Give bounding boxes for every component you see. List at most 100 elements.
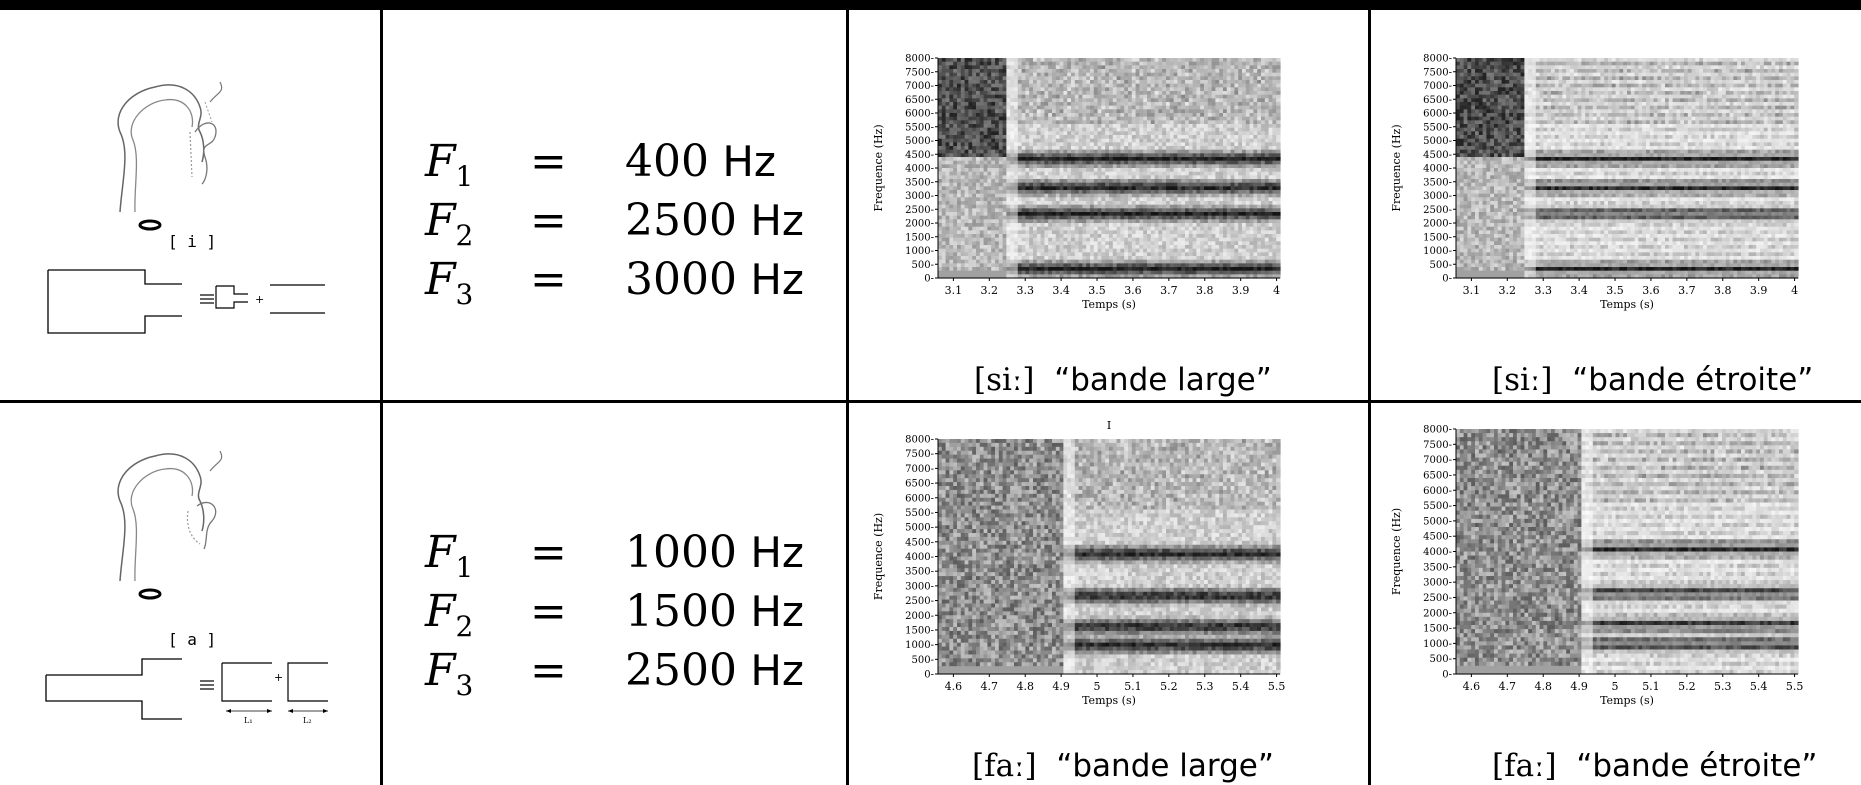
- x-tick-label: 5.2: [1678, 680, 1696, 693]
- y-tick-label: 8000-: [905, 54, 934, 65]
- y-tick-label: 0-: [1442, 274, 1452, 285]
- x-tick-label: 3.6: [1124, 284, 1142, 297]
- y-tick-label: 500-: [912, 260, 934, 271]
- y-tick-label: 500-: [1430, 654, 1452, 665]
- formant-value: 400 Hz: [625, 132, 776, 191]
- y-tick-label: 3000-: [905, 581, 934, 592]
- y-tick-label: 6500-: [905, 479, 934, 490]
- y-tick-label: 3500-: [1423, 177, 1452, 188]
- y-tick-label: 7500-: [1423, 440, 1452, 451]
- x-axis-label: Temps (s): [1600, 694, 1654, 707]
- x-tick-label: 3.8: [1714, 284, 1732, 297]
- y-tick-label: 1500-: [1423, 232, 1452, 243]
- spectrogram-wide-band: I8000-7500-7000-6500-6000-5500-5000-4500…: [872, 419, 1285, 707]
- svg-text:+: +: [255, 293, 264, 306]
- equals-sign: =: [530, 250, 567, 309]
- y-tick-label: 2000-: [905, 611, 934, 622]
- vocal-tract-diagram: [117, 450, 223, 600]
- y-tick-label: 1000-: [905, 246, 934, 257]
- y-tick-label: 500-: [912, 655, 934, 666]
- x-tick-label: 5.4: [1750, 680, 1768, 693]
- y-tick-label: 5000-: [1423, 516, 1452, 527]
- formant-value: 1500 Hz: [625, 582, 804, 641]
- x-tick-label: 4: [1273, 284, 1280, 297]
- spectrogram-texture: [938, 58, 1281, 279]
- x-tick-label: 4.9: [1570, 680, 1588, 693]
- y-tick-label: 5000-: [905, 136, 934, 147]
- spectrogram-caption: [siː] “bande large”: [974, 362, 1272, 398]
- y-tick-label: 8000-: [905, 435, 934, 446]
- x-tick-label: 5: [1094, 680, 1101, 693]
- y-tick-label: 7000-: [1423, 455, 1452, 466]
- spectrogram-caption: [faː] “bande large”: [972, 748, 1274, 784]
- equals-sign: =: [530, 523, 567, 582]
- y-tick-label: 0-: [924, 274, 934, 285]
- equals-sign: =: [530, 191, 567, 250]
- table-top-rule: [0, 0, 1861, 10]
- x-tick-label: 3.1: [1463, 284, 1481, 297]
- y-tick-label: 1000-: [1423, 639, 1452, 650]
- y-tick-label: 5000-: [1423, 136, 1452, 147]
- y-tick-label: 1500-: [905, 232, 934, 243]
- x-tick-label: 3.5: [1088, 284, 1106, 297]
- y-axis-label: Frequence (Hz): [872, 513, 885, 600]
- y-tick-label: 4000-: [905, 552, 934, 563]
- y-tick-label: 6000-: [1423, 109, 1452, 120]
- x-tick-label: 4.7: [981, 680, 999, 693]
- x-tick-label: 4.8: [1534, 680, 1552, 693]
- spectrogram-caption: [faː] “bande étroite”: [1492, 748, 1817, 784]
- formant-symbol: F2: [425, 191, 473, 265]
- y-tick-label: 3000-: [1423, 191, 1452, 202]
- y-tick-label: 5500-: [905, 122, 934, 133]
- table-row-separator: [0, 400, 1861, 403]
- y-tick-label: 2000-: [1423, 608, 1452, 619]
- formant-symbol: F1: [425, 523, 473, 597]
- formant-value: 3000 Hz: [625, 250, 804, 309]
- y-tick-label: 1500-: [1423, 624, 1452, 635]
- y-tick-label: 8000-: [1423, 54, 1452, 65]
- y-tick-label: 6000-: [905, 109, 934, 120]
- y-tick-label: 7000-: [905, 464, 934, 475]
- x-tick-label: 3.6: [1642, 284, 1660, 297]
- formant-value: 1000 Hz: [625, 523, 804, 582]
- spectrogram-narrow-band: 8000-7500-7000-6500-6000-5500-5000-4500-…: [1390, 54, 1799, 311]
- x-tick-label: 4.9: [1052, 680, 1070, 693]
- x-tick-label: 3.8: [1196, 284, 1214, 297]
- y-tick-label: 2500-: [1423, 593, 1452, 604]
- x-tick-label: 3.4: [1052, 284, 1070, 297]
- x-tick-label: 5.3: [1714, 680, 1732, 693]
- formant-value: 2500 Hz: [625, 641, 804, 700]
- spectrogram-narrow-band: 8000-7500-7000-6500-6000-5500-5000-4500-…: [1390, 425, 1804, 708]
- y-tick-label: 0-: [924, 670, 934, 681]
- spectrogram-title: I: [1107, 419, 1111, 432]
- tube-length-label: L₁: [244, 716, 253, 725]
- y-tick-label: 2000-: [1423, 219, 1452, 230]
- x-tick-label: 4: [1791, 284, 1798, 297]
- formant-value: 2500 Hz: [625, 191, 804, 250]
- y-tick-label: 7500-: [905, 67, 934, 78]
- y-tick-label: 3000-: [905, 191, 934, 202]
- tube-model-diagram: +: [47, 269, 325, 334]
- y-tick-label: 500-: [1430, 260, 1452, 271]
- x-tick-label: 5.5: [1786, 680, 1804, 693]
- formant-symbol: F1: [425, 132, 473, 206]
- phoneme-label: [ a ]: [168, 630, 216, 649]
- table-row: [ i ] + F1 = 400 Hz F2 = 2500 Hz F3 = 30…: [0, 10, 1861, 400]
- y-tick-label: 2000-: [905, 219, 934, 230]
- y-tick-label: 5500-: [1423, 122, 1452, 133]
- equals-sign: =: [530, 582, 567, 641]
- equals-sign: =: [530, 641, 567, 700]
- y-tick-label: 3500-: [905, 177, 934, 188]
- y-tick-label: 3000-: [1423, 578, 1452, 589]
- x-tick-label: 5.1: [1124, 680, 1142, 693]
- x-tick-label: 3.2: [981, 284, 999, 297]
- phoneme-label: [ i ]: [168, 232, 216, 251]
- tube-model-diagram: + L₁ L₂: [45, 658, 328, 725]
- x-tick-label: 3.3: [1534, 284, 1552, 297]
- y-tick-label: 5000-: [905, 523, 934, 534]
- y-tick-label: 1500-: [905, 625, 934, 636]
- x-axis-label: Temps (s): [1600, 298, 1654, 311]
- y-tick-label: 1000-: [905, 640, 934, 651]
- x-tick-label: 3.5: [1606, 284, 1624, 297]
- y-axis-label: Frequence (Hz): [1390, 508, 1403, 595]
